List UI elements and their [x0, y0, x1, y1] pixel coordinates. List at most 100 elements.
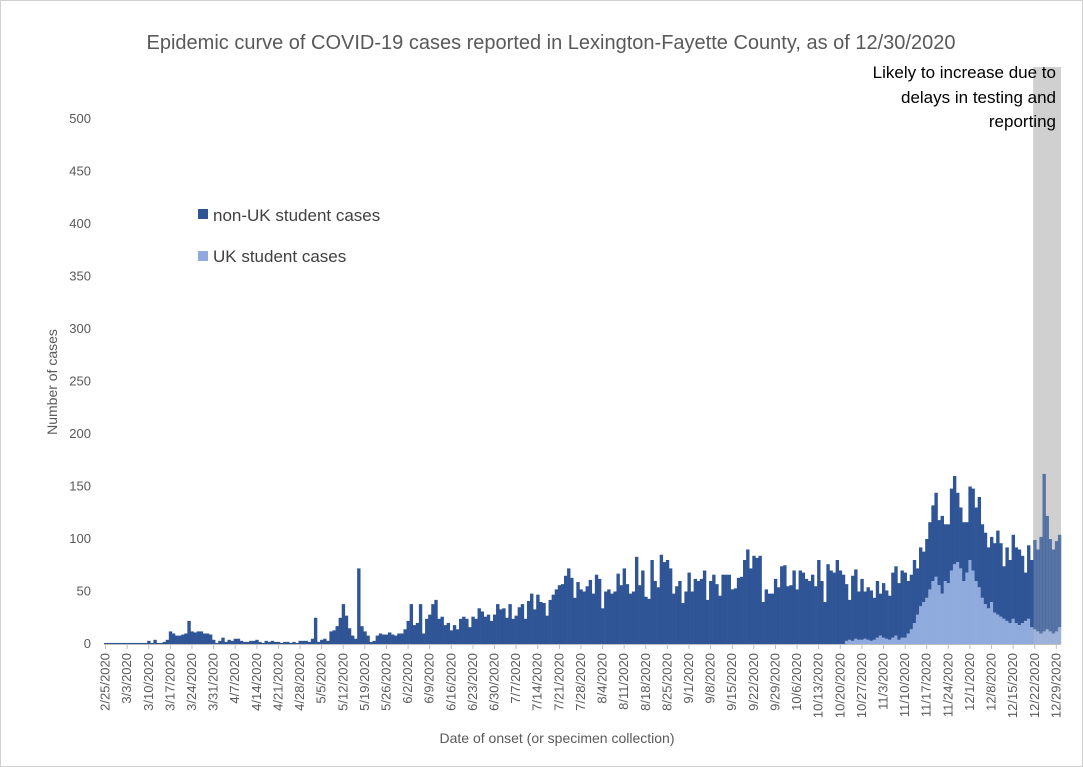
- bar-non-uk-student: [147, 640, 151, 644]
- bar-non-uk-student: [193, 632, 197, 644]
- legend-label-uk: UK student cases: [213, 247, 346, 266]
- bar-non-uk-student: [690, 591, 694, 644]
- bar-non-uk-student: [638, 585, 642, 644]
- bar-non-uk-student: [338, 617, 343, 644]
- bar-non-uk-student: [567, 568, 571, 644]
- bar-non-uk-student: [107, 642, 111, 644]
- bar-non-uk-student: [428, 614, 432, 644]
- bar-uk-student: [844, 640, 849, 644]
- bar-non-uk-student: [144, 642, 148, 644]
- y-tick-label: 150: [69, 479, 91, 494]
- bar-non-uk-student: [168, 631, 173, 644]
- bar-non-uk-student: [823, 602, 827, 644]
- x-tick-label: 5/5/2020: [314, 653, 329, 704]
- x-tick-label: 8/4/2020: [595, 653, 610, 704]
- bar-non-uk-student: [928, 522, 932, 590]
- bar-uk-student: [925, 597, 929, 644]
- bar-non-uk-student: [437, 618, 441, 644]
- bar-non-uk-student: [304, 640, 309, 644]
- y-tick-label: 100: [69, 531, 91, 546]
- bar-non-uk-student: [585, 586, 589, 644]
- bar-uk-student: [968, 560, 972, 644]
- bar-non-uk-student: [971, 488, 975, 571]
- bar-non-uk-student: [937, 520, 941, 586]
- bar-non-uk-student: [681, 603, 685, 644]
- x-tick-label: 6/16/2020: [443, 653, 458, 711]
- x-axis-title: Date of onset (or specimen collection): [440, 730, 675, 746]
- bar-non-uk-student: [817, 560, 821, 644]
- bar-non-uk-student: [492, 614, 497, 644]
- y-tick-label: 50: [77, 584, 91, 599]
- x-tick-label: 4/21/2020: [270, 653, 285, 711]
- bar-uk-student: [1017, 625, 1022, 644]
- legend-swatch-non-uk: [198, 209, 208, 219]
- bar-uk-student: [949, 570, 954, 644]
- bar-non-uk-student: [548, 599, 552, 644]
- bar-non-uk-student: [968, 486, 972, 560]
- bar-non-uk-student: [634, 556, 639, 644]
- bar-non-uk-student: [196, 631, 200, 644]
- bar-non-uk-student: [758, 555, 762, 644]
- bar-non-uk-student: [455, 629, 460, 644]
- bar-uk-student: [983, 604, 988, 644]
- bar-non-uk-student: [227, 639, 231, 644]
- bar-uk-student: [1002, 618, 1006, 644]
- bar-non-uk-student: [693, 578, 698, 644]
- bar-non-uk-student: [718, 595, 722, 644]
- y-tick-label: 450: [69, 164, 91, 179]
- bar-uk-student: [909, 629, 914, 644]
- bar-non-uk-student: [202, 633, 207, 644]
- bar-uk-student: [1027, 618, 1031, 644]
- x-tick-label: 5/26/2020: [379, 653, 394, 711]
- bar-non-uk-student: [696, 581, 701, 644]
- bar-non-uk-student: [912, 560, 917, 623]
- bar-non-uk-student: [409, 604, 414, 644]
- bar-uk-student: [1020, 623, 1025, 644]
- bar-uk-student: [934, 576, 938, 644]
- bar-non-uk-student: [672, 593, 676, 644]
- chart-title: Epidemic curve of COVID-19 cases reporte…: [147, 32, 956, 54]
- bar-non-uk-student: [230, 640, 234, 644]
- legend-label-non-uk: non-UK student cases: [213, 206, 380, 225]
- bar-non-uk-student: [116, 642, 120, 644]
- bar-non-uk-student: [915, 568, 920, 615]
- bar-uk-student: [1014, 623, 1019, 644]
- bar-non-uk-student: [841, 574, 846, 644]
- x-tick-label: 7/21/2020: [551, 653, 566, 711]
- bar-uk-student: [1045, 629, 1049, 644]
- bar-non-uk-student: [872, 597, 877, 640]
- bar-uk-student: [1054, 631, 1059, 644]
- bar-non-uk-student: [557, 585, 562, 644]
- bar-non-uk-student: [780, 566, 784, 644]
- bar-uk-student: [1042, 631, 1046, 644]
- bar-non-uk-student: [1054, 541, 1059, 632]
- bar-non-uk-student: [675, 586, 679, 644]
- bar-non-uk-student: [733, 588, 738, 644]
- bar-non-uk-student: [434, 599, 438, 644]
- bar-uk-student: [977, 587, 982, 644]
- y-axis-title: Number of cases: [44, 329, 60, 435]
- bar-non-uk-student: [798, 570, 802, 644]
- bar-uk-student: [912, 623, 917, 644]
- bar-non-uk-student: [113, 642, 117, 644]
- bar-uk-student: [943, 581, 948, 644]
- bar-non-uk-student: [199, 631, 204, 644]
- bar-non-uk-student: [767, 593, 772, 644]
- bar-non-uk-student: [184, 633, 188, 644]
- x-tick-label: 6/9/2020: [422, 653, 437, 704]
- bar-non-uk-student: [539, 602, 543, 644]
- bar-non-uk-student: [579, 589, 583, 644]
- bar-non-uk-student: [946, 524, 951, 584]
- bar-non-uk-student: [860, 578, 864, 640]
- bar-non-uk-student: [384, 634, 389, 644]
- bar-non-uk-student: [530, 593, 534, 644]
- bar-non-uk-student: [832, 572, 836, 644]
- bar-non-uk-student: [137, 642, 142, 644]
- bar-non-uk-student: [459, 618, 463, 644]
- bar-uk-student: [1036, 631, 1040, 644]
- bar-uk-student: [952, 564, 957, 644]
- bar-non-uk-student: [810, 574, 815, 644]
- bar-non-uk-student: [255, 639, 259, 644]
- bar-non-uk-student: [665, 560, 670, 644]
- bar-non-uk-student: [857, 591, 861, 640]
